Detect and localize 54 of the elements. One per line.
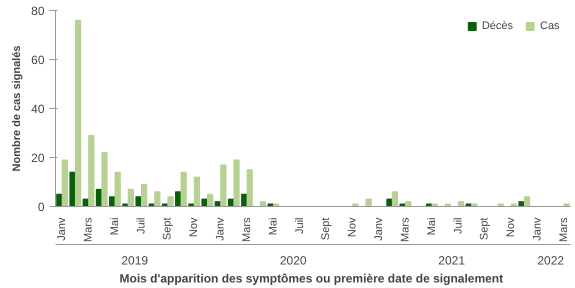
bar bbox=[88, 134, 94, 206]
x-tick-label: Janv bbox=[214, 217, 227, 241]
bar bbox=[140, 184, 148, 206]
x-tick-label: Mars bbox=[82, 217, 95, 242]
x-tick-label: Janv bbox=[531, 217, 544, 241]
bar bbox=[365, 198, 372, 206]
x-tick-label: Juil bbox=[294, 217, 306, 234]
bar bbox=[458, 201, 464, 206]
x-tick-label: Janv bbox=[373, 217, 386, 241]
text: 2022 bbox=[537, 254, 564, 268]
x-tick-label: Janv bbox=[56, 217, 68, 241]
bar bbox=[194, 176, 200, 206]
x-tick-label: Sept bbox=[478, 217, 491, 240]
x-tick-label: Mai bbox=[426, 217, 438, 236]
bar bbox=[392, 191, 398, 206]
x-tick-label: Mars bbox=[558, 217, 570, 242]
bar bbox=[74, 20, 82, 206]
bar bbox=[154, 191, 160, 206]
bar bbox=[167, 196, 174, 206]
y-tick-label: 60 bbox=[31, 53, 45, 67]
bar bbox=[246, 169, 253, 206]
y-tick-label: 80 bbox=[31, 4, 45, 18]
y-axis-title: Nombre de cas signalés bbox=[11, 46, 24, 172]
y-tick-label: 0 bbox=[38, 200, 45, 214]
x-tick-label: Sept bbox=[162, 217, 174, 240]
bar bbox=[114, 172, 121, 206]
x-tick-label: Nov bbox=[505, 217, 518, 238]
bar bbox=[207, 194, 214, 206]
bar bbox=[233, 159, 240, 206]
y-tick-label: 40 bbox=[31, 102, 45, 116]
x-tick-label: Sept bbox=[320, 217, 332, 240]
x-tick-label: Mars bbox=[240, 217, 253, 242]
x-tick-label: Mars bbox=[399, 217, 412, 242]
bar bbox=[405, 201, 412, 206]
bar bbox=[220, 164, 226, 206]
x-tick-label: Mai bbox=[267, 217, 280, 236]
bar bbox=[180, 172, 187, 206]
bar bbox=[62, 159, 68, 206]
y-tick-label: 20 bbox=[31, 151, 45, 165]
bar bbox=[101, 152, 108, 206]
legend-label: Cas bbox=[540, 20, 560, 32]
bar bbox=[128, 188, 134, 206]
bar bbox=[260, 201, 266, 206]
x-tick-label: Nov bbox=[188, 217, 200, 238]
x-tick-label: Mai bbox=[108, 217, 121, 236]
x-tick-label: Nov bbox=[346, 217, 359, 238]
x-axis-title: Mois d'apparition des symptômes ou première date de signalement bbox=[120, 272, 504, 286]
text: 2021 bbox=[438, 254, 466, 268]
legend-label: Décès bbox=[482, 20, 513, 32]
text: 2019 bbox=[121, 254, 148, 268]
x-tick-label: Juil bbox=[452, 217, 464, 234]
text: 2020 bbox=[280, 254, 307, 268]
x-tick-label: Juil bbox=[135, 217, 148, 234]
bar bbox=[524, 196, 530, 206]
